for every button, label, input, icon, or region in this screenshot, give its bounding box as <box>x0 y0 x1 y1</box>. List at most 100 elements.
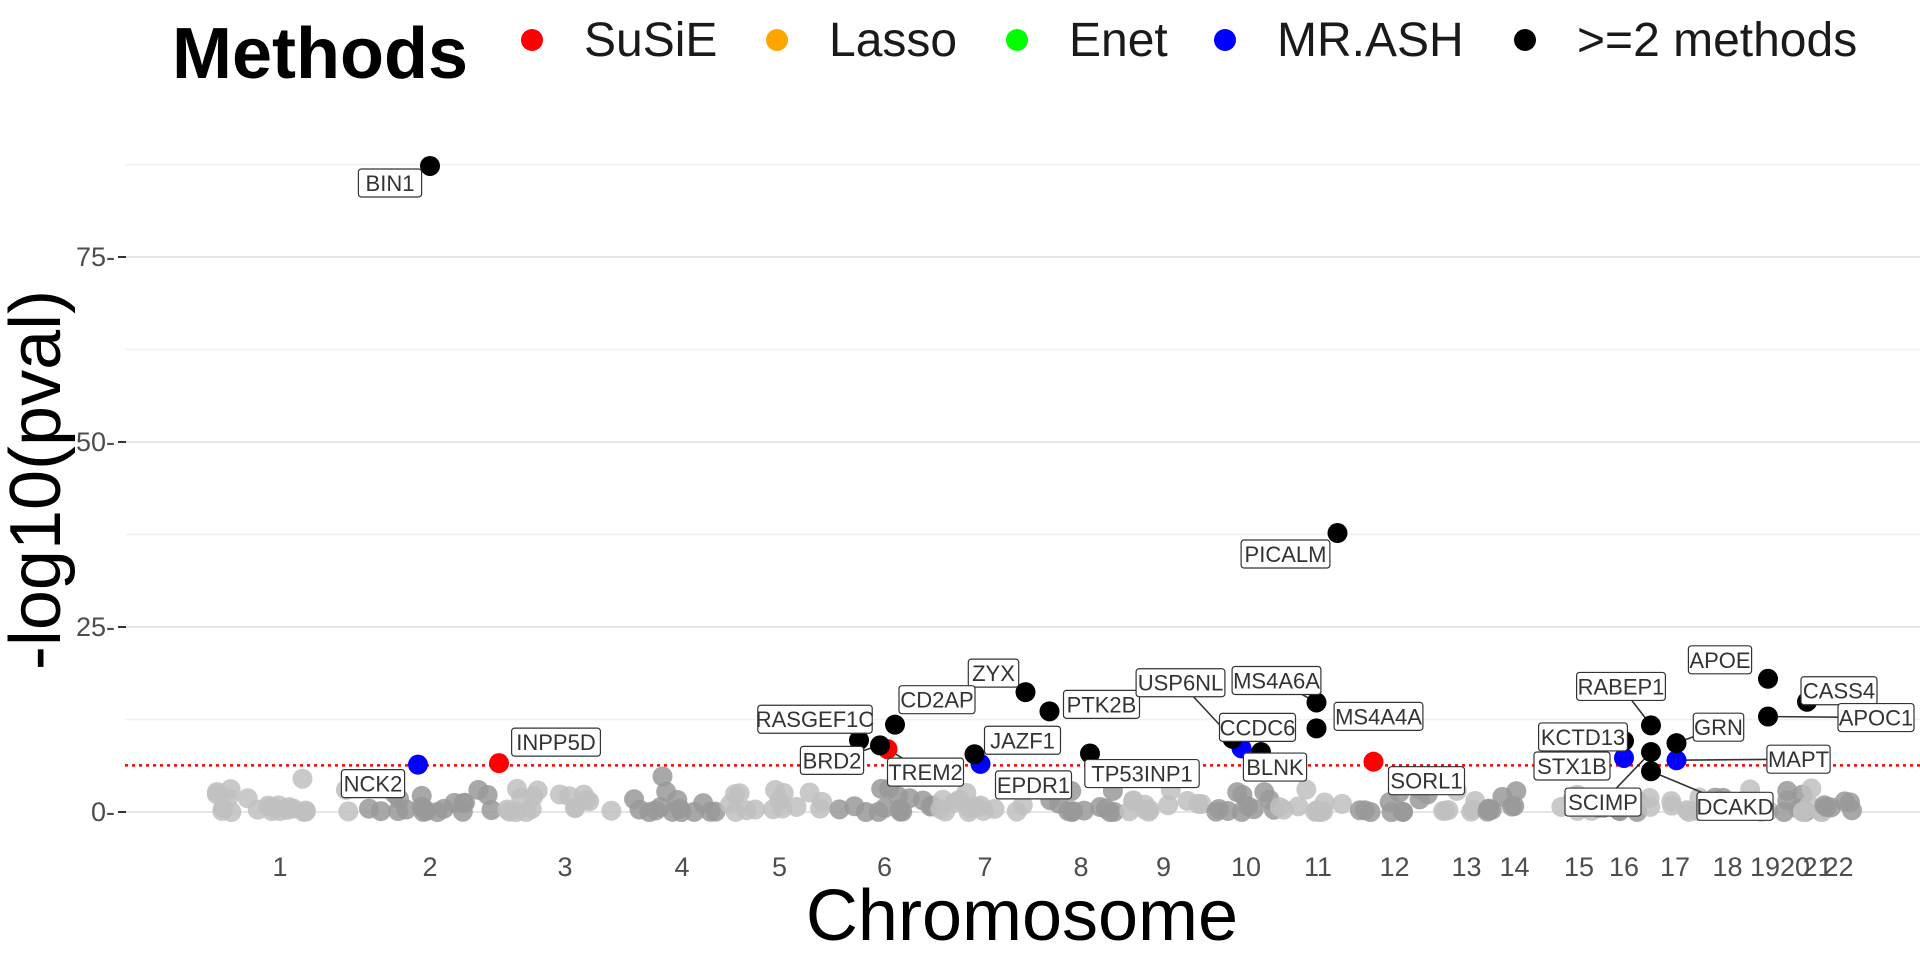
point-ms4a6a <box>1306 692 1327 713</box>
legend-item: Lasso <box>766 14 957 67</box>
legend-title: Methods <box>172 14 468 94</box>
point-mapt <box>1666 750 1687 771</box>
gene-label-text: DCAKD <box>1696 794 1773 819</box>
background-point <box>1012 795 1033 816</box>
background-point <box>1254 782 1275 803</box>
label-zyx: ZYX <box>967 658 1020 688</box>
gene-label-text: CCDC6 <box>1220 715 1296 740</box>
label-apoe: APOE <box>1687 645 1753 675</box>
label-grn: GRN <box>1692 712 1745 742</box>
gene-label-text: USP6NL <box>1138 671 1224 696</box>
label-box <box>1692 712 1745 742</box>
background-point <box>736 800 757 821</box>
background-point <box>829 799 850 820</box>
grid <box>125 163 1920 813</box>
background-point <box>1232 784 1253 805</box>
x-tick-label: 4 <box>674 852 689 882</box>
gene-label-text: STX1B <box>1537 754 1607 779</box>
background-point <box>427 801 448 822</box>
label-box <box>1696 791 1774 821</box>
point-inpp5d <box>489 753 509 774</box>
background-point <box>477 784 498 805</box>
y-tick-label: 75- <box>76 242 115 272</box>
significant-points <box>408 155 1817 782</box>
background-point <box>624 789 645 810</box>
legend-key <box>1514 29 1536 51</box>
label-box <box>340 769 406 799</box>
gene-label-text: TREM2 <box>888 760 963 785</box>
label-box <box>983 725 1062 755</box>
point-zyx <box>1015 682 1036 703</box>
background-point <box>1191 794 1212 815</box>
label-box <box>1687 645 1753 675</box>
background-point <box>652 766 673 787</box>
label-box <box>1564 787 1642 817</box>
label-box <box>1062 689 1141 719</box>
gene-label-text: KCTD13 <box>1541 725 1625 750</box>
label-trem2: TREM2 <box>886 757 965 787</box>
label-box <box>357 168 423 198</box>
label-tp53inp1: TP53INP1 <box>1084 758 1200 789</box>
label-rasgef1c: RASGEF1C <box>756 704 874 734</box>
label-brd2: BRD2 <box>799 745 865 776</box>
label-box <box>757 704 873 734</box>
background-point <box>559 786 580 807</box>
x-tick-label: 3 <box>557 852 572 882</box>
background-point <box>523 786 544 807</box>
background-point <box>874 798 895 819</box>
legend-item: MR.ASH <box>1214 14 1464 67</box>
background-point <box>1814 795 1835 816</box>
background-point <box>932 789 953 810</box>
x-tick-label: 1 <box>272 852 287 882</box>
label-box <box>1240 539 1331 569</box>
background-point <box>786 796 807 817</box>
background-point <box>639 802 660 822</box>
point-tp53inp1 <box>1080 743 1100 764</box>
background-point <box>1801 778 1822 799</box>
label-box <box>1231 665 1322 696</box>
label-blnk: BLNK <box>1242 752 1308 782</box>
x-tick-label: 7 <box>977 852 992 882</box>
point-rabep1 <box>1641 715 1661 736</box>
gene-label-text: APOC1 <box>1839 706 1914 731</box>
point-apoe <box>1758 668 1778 689</box>
point-apoc1 <box>1758 706 1778 727</box>
background-point <box>1296 779 1317 800</box>
nonsignificant-points <box>206 766 1862 822</box>
label-stx1b: STX1B <box>1533 751 1611 781</box>
background-point <box>206 781 227 802</box>
background-point <box>1095 798 1116 819</box>
axes: 0-25-50-75-1 2 3 4 5 6 7 8 9 10 11 12 13 14 15 16 17 18 19… <box>0 242 1854 956</box>
gene-label-text: GRN <box>1694 715 1743 740</box>
background-point <box>769 791 790 812</box>
x-tick-label: 10 <box>1231 852 1261 882</box>
background-point <box>855 801 876 822</box>
background-point <box>1392 801 1413 822</box>
x-axis-title: Chromosome <box>806 876 1238 956</box>
point-cd2ap <box>885 714 905 735</box>
label-scimp: SCIMP <box>1564 787 1642 817</box>
background-point <box>1158 795 1179 816</box>
gene-labels: TREM2 CCDC6 STX1B MAPT SORL1 INPP5D EPDR1 NCK2 B… <box>340 168 1915 821</box>
gene-label-text: EPDR1 <box>997 773 1070 798</box>
point-picalm <box>1327 523 1348 544</box>
background-point <box>1217 800 1238 821</box>
gene-label-text: PICALM <box>1245 542 1327 567</box>
x-tick-label: 12 <box>1379 852 1409 882</box>
background-point <box>1349 800 1370 821</box>
x-tick-label: 8 <box>1073 852 1088 882</box>
x-tick-label: 13 <box>1451 852 1481 882</box>
point-rasgef1c <box>849 730 869 751</box>
background-point <box>1332 793 1353 814</box>
point-ptk2b <box>1039 701 1060 722</box>
label-box <box>1537 722 1628 752</box>
label-box <box>511 727 602 757</box>
x-tick-label: 20 <box>1780 852 1810 882</box>
gene-label-text: MS4A4A <box>1335 704 1422 729</box>
x-tick-label: 6 <box>877 852 892 882</box>
point-jazf1 <box>964 744 985 765</box>
y-tick-label: 25- <box>76 612 115 642</box>
label-box <box>1084 758 1200 789</box>
gene-label-text: CASS4 <box>1803 679 1875 704</box>
